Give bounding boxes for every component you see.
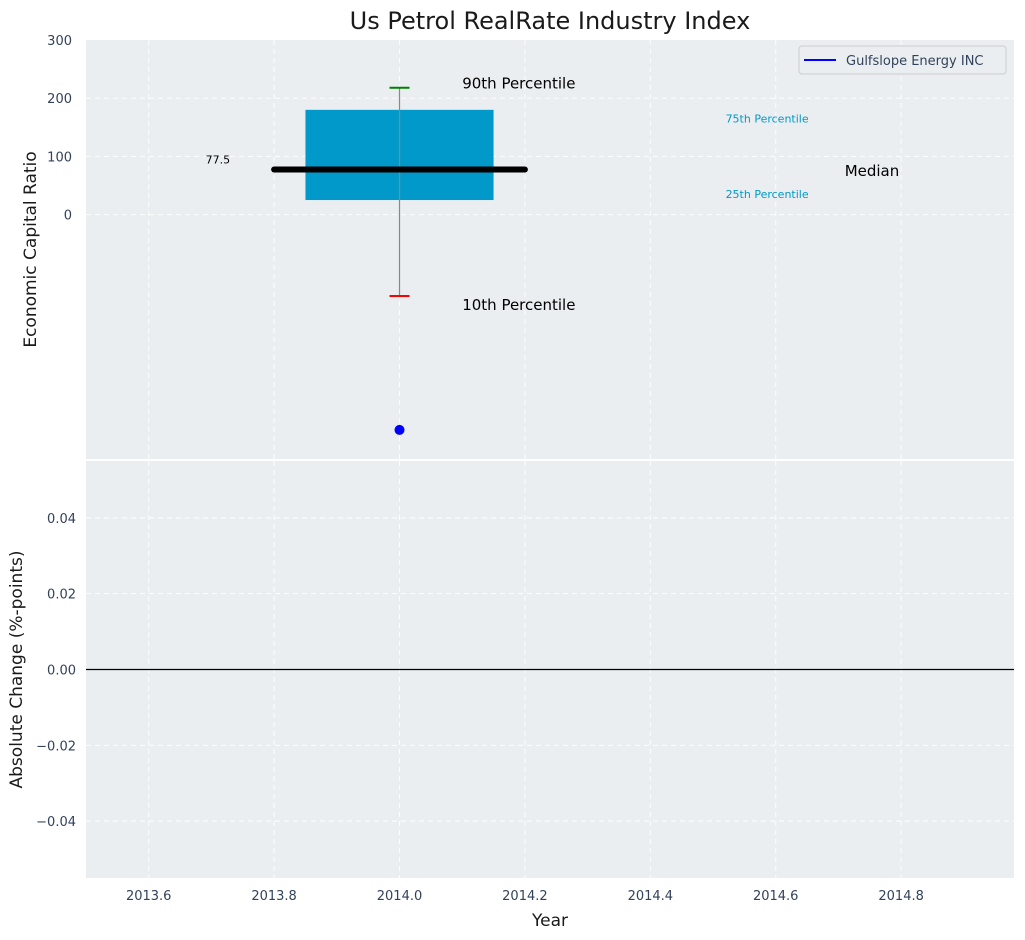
top-y-tick-label: 0 — [64, 209, 72, 224]
x-tick-label: 2014.4 — [628, 889, 674, 904]
legend-box — [798, 45, 1007, 75]
legend-label: Gulfslope Energy INC — [846, 54, 984, 69]
top-y-ticks: 0 100 200 300 — [47, 34, 72, 224]
top-y-tick-label: 100 — [47, 150, 72, 165]
bottom-y-tick-label: 0.00 — [47, 664, 76, 679]
median-value-label: 77.5 — [206, 153, 231, 166]
x-tick-label: 2014.2 — [502, 889, 548, 904]
bottom-y-ticks: 0.04 0.02 0.00 −0.02 −0.04 — [36, 512, 76, 830]
bottom-y-tick-label: −0.04 — [36, 815, 76, 830]
x-tick-label: 2014.8 — [878, 889, 924, 904]
p75-annotation: 75th Percentile — [726, 113, 809, 126]
x-tick-label: 2013.8 — [251, 889, 297, 904]
p10-annotation: 10th Percentile — [462, 296, 575, 314]
median-annotation: Median — [845, 162, 900, 180]
bottom-y-tick-label: −0.02 — [36, 739, 76, 754]
bottom-y-tick-label: 0.02 — [47, 588, 76, 603]
top-plot-background — [86, 40, 1014, 459]
top-panel: 0 100 200 300 77.5 90th Percentile 10th Per… — [21, 7, 1014, 459]
x-tick-label: 2014.0 — [377, 889, 423, 904]
x-tick-label: 2014.6 — [753, 889, 799, 904]
bottom-y-tick-label: 0.04 — [47, 512, 76, 527]
legend: Gulfslope Energy INC — [798, 45, 1007, 75]
x-tick-label: 2013.6 — [126, 889, 172, 904]
top-y-tick-label: 200 — [47, 92, 72, 107]
chart-title: Us Petrol RealRate Industry Index — [350, 7, 751, 35]
bottom-y-axis-label: Absolute Change (%-points) — [7, 551, 27, 789]
top-y-axis-label: Economic Capital Ratio — [21, 151, 41, 347]
x-ticks: 2013.6 2013.8 2014.0 2014.2 2014.4 2014.6 2014… — [126, 889, 924, 904]
p25-annotation: 25th Percentile — [726, 188, 809, 201]
company-point — [394, 424, 405, 435]
p90-annotation: 90th Percentile — [462, 75, 575, 93]
bottom-panel: 0.04 0.02 0.00 −0.02 −0.04 2013.6 2013.8 2014.… — [7, 461, 1014, 931]
top-y-tick-label: 300 — [47, 34, 72, 49]
x-axis-label: Year — [531, 911, 568, 931]
